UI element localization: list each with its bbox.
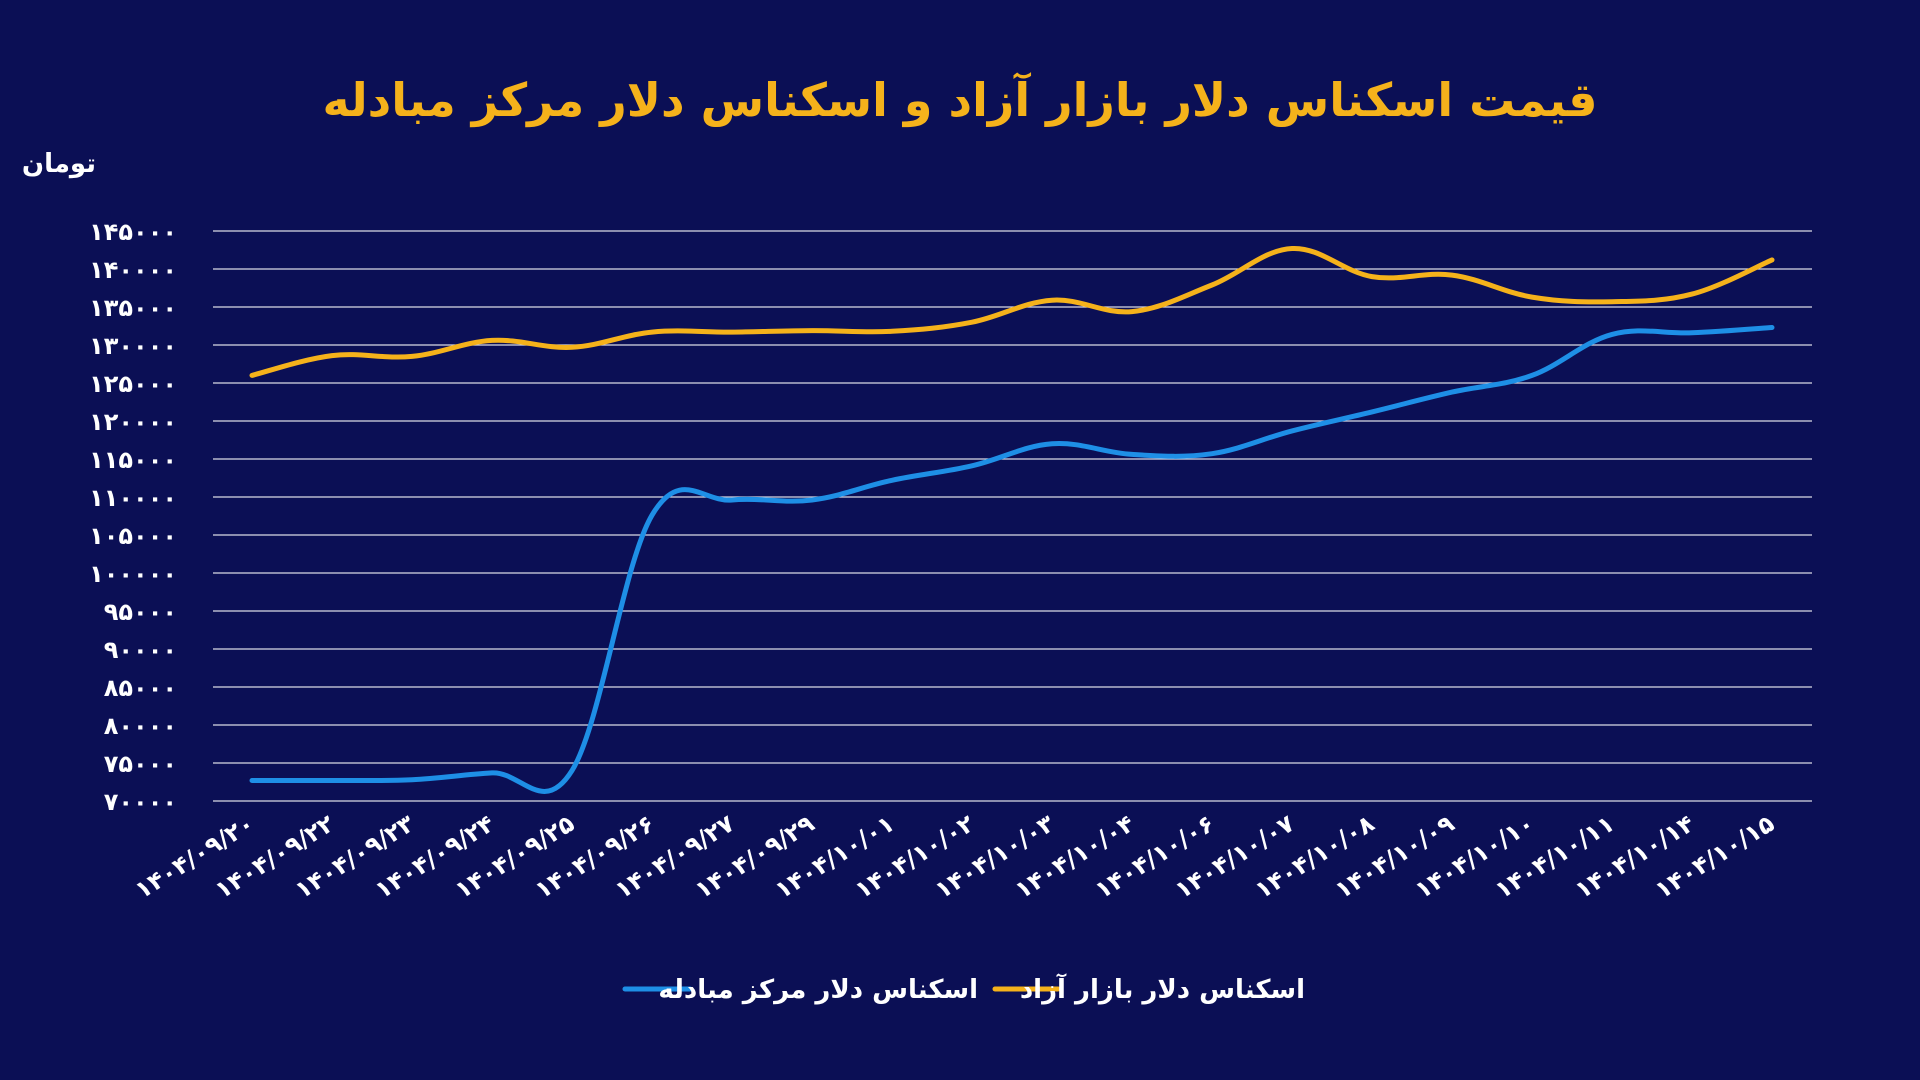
y-tick-label: ۱۰۵۰۰۰ <box>89 522 177 550</box>
series-line-exchange-center <box>249 325 1775 794</box>
y-tick-label: ۱۳۰۰۰۰ <box>89 332 177 360</box>
legend-item-exchange-center: اسکناس دلار مرکز مبادله <box>622 975 978 1005</box>
y-tick-label: ۱۱۵۰۰۰ <box>89 446 177 474</box>
y-tick-label: ۷۰۰۰۰ <box>104 788 177 816</box>
legend-label: اسکناس دلار مرکز مبادله <box>658 975 978 1005</box>
legend-item-free-market: اسکناس دلار بازار آزاد <box>992 973 1305 1005</box>
y-tick-label: ۹۰۰۰۰ <box>104 636 177 664</box>
series-lines <box>249 245 1775 794</box>
legend-label: اسکناس دلار بازار آزاد <box>1020 973 1305 1005</box>
y-tick-label: ۱۱۰۰۰۰ <box>89 484 177 512</box>
y-axis-ticks: ۱۴۵۰۰۰ ۱۴۰۰۰۰ ۱۳۵۰۰۰ ۱۳۰۰۰۰ ۱۲۵۰۰۰ ۱۲۰۰۰۰ ۱۱۵۰… <box>89 218 177 816</box>
y-tick-label: ۱۳۵۰۰۰ <box>89 294 177 322</box>
chart-title: قیمت اسکناس دلار بازار آزاد و اسکناس دلا… <box>322 72 1597 127</box>
y-tick-label: ۸۰۰۰۰ <box>104 712 177 740</box>
y-tick-label: ۹۵۰۰۰ <box>104 598 177 626</box>
y-tick-label: ۱۴۵۰۰۰ <box>89 218 177 246</box>
y-tick-label: ۱۴۰۰۰۰ <box>89 256 177 284</box>
y-axis-unit-label: تومان <box>22 149 96 179</box>
y-tick-label: ۱۰۰۰۰۰ <box>89 560 177 588</box>
y-tick-label: ۸۵۰۰۰ <box>104 674 177 702</box>
y-tick-label: ۱۲۵۰۰۰ <box>89 370 177 398</box>
gridlines <box>213 230 1812 802</box>
x-axis-ticks: ۱۴۰۴/۰۹/۲۰۱۴۰۴/۰۹/۲۲۱۴۰۴/۰۹/۲۳۱۴۰۴/۰۹/۲۴… <box>130 809 1779 904</box>
y-tick-label: ۱۲۰۰۰۰ <box>89 408 177 436</box>
series-line-free-market <box>249 245 1775 378</box>
legend: اسکناس دلار بازار آزاد اسکناس دلار مرکز م… <box>622 973 1305 1005</box>
y-tick-label: ۷۵۰۰۰ <box>104 750 177 778</box>
